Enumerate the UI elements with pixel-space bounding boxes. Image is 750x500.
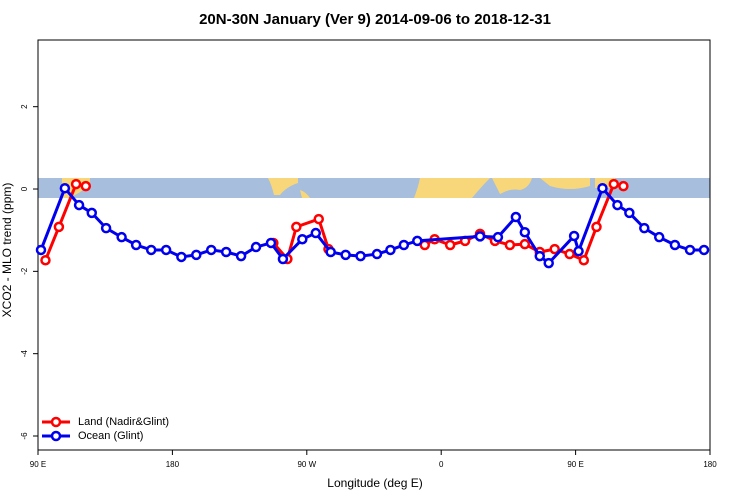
point xyxy=(698,244,710,256)
point xyxy=(86,207,98,219)
point xyxy=(653,231,665,243)
point xyxy=(444,239,456,251)
point xyxy=(191,249,202,261)
point xyxy=(116,231,127,243)
x-axis-label: Longitude (deg E) xyxy=(327,476,422,490)
point xyxy=(325,246,336,258)
point xyxy=(313,213,324,225)
point xyxy=(474,231,486,242)
point xyxy=(510,211,522,223)
map-ocean xyxy=(38,178,710,198)
point xyxy=(355,250,366,262)
point xyxy=(504,239,516,251)
y-tick-label: -2 xyxy=(20,267,29,275)
point xyxy=(618,180,629,192)
y-tick-label: -6 xyxy=(20,432,29,440)
map-band xyxy=(38,178,710,198)
point xyxy=(608,178,620,190)
point xyxy=(684,244,696,256)
point xyxy=(519,238,531,250)
point xyxy=(591,221,602,233)
plot-frame xyxy=(37,39,711,451)
legend-marker xyxy=(50,416,62,428)
x-tick-label: 90 W xyxy=(297,460,316,469)
legend-label: Ocean (Glint) xyxy=(78,430,143,442)
point xyxy=(573,245,584,257)
point xyxy=(398,239,410,251)
point xyxy=(70,178,82,190)
point xyxy=(543,257,554,269)
point xyxy=(291,221,302,233)
x-tick-label: 90 E xyxy=(30,460,46,469)
point xyxy=(340,249,351,261)
legend-marker xyxy=(50,430,62,442)
point xyxy=(265,237,277,249)
point xyxy=(310,227,322,239)
point xyxy=(80,180,92,192)
point xyxy=(235,250,247,262)
point xyxy=(59,182,71,194)
point xyxy=(130,239,142,251)
x-tick-label: 180 xyxy=(703,460,717,469)
map-land xyxy=(62,178,615,198)
point xyxy=(160,244,172,256)
point xyxy=(564,248,575,260)
point xyxy=(669,239,681,251)
point xyxy=(371,248,383,260)
y-tick-label: 2 xyxy=(20,104,29,109)
point xyxy=(277,253,289,265)
chart-title: 20N-30N January (Ver 9) 2014-09-06 to 20… xyxy=(199,11,551,28)
legend-label: Land (Nadir&Glint) xyxy=(78,416,169,428)
point xyxy=(612,199,623,211)
point xyxy=(145,244,157,256)
point xyxy=(205,244,217,256)
y-axis-label: XCO2 - MLO trend (ppm) xyxy=(0,183,14,318)
point xyxy=(220,246,232,258)
point xyxy=(73,199,85,211)
x-tick-label: 180 xyxy=(166,460,180,469)
point xyxy=(250,241,262,253)
point xyxy=(578,254,590,266)
point xyxy=(492,231,504,243)
point xyxy=(624,207,635,219)
point xyxy=(519,226,531,238)
x-tick-label: 0 xyxy=(439,460,444,469)
point xyxy=(100,222,112,234)
point xyxy=(176,251,187,263)
point xyxy=(412,235,423,247)
x-tick-label: 90 E xyxy=(567,460,583,469)
point xyxy=(385,244,396,256)
point xyxy=(297,233,308,245)
y-tick-label: -4 xyxy=(20,350,29,358)
point xyxy=(35,244,47,256)
point xyxy=(53,221,65,233)
point xyxy=(534,250,546,262)
point xyxy=(568,230,580,242)
y-tick-label: 0 xyxy=(20,186,29,191)
point xyxy=(40,254,51,266)
point xyxy=(597,182,608,194)
point xyxy=(639,222,650,234)
point xyxy=(549,243,560,255)
